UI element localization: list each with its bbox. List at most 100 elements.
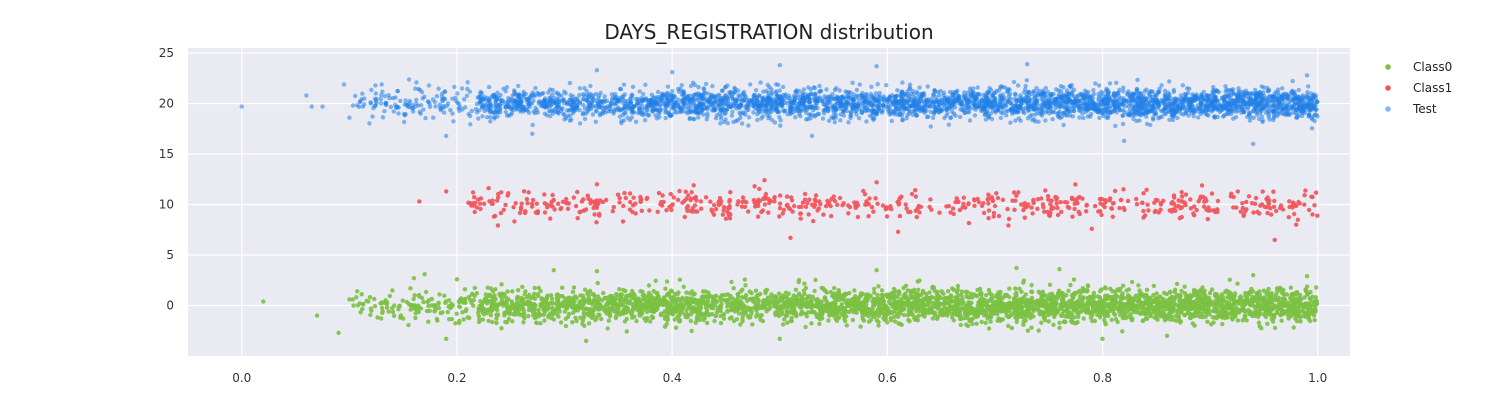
data-point [754, 303, 760, 308]
data-point [824, 302, 830, 308]
data-point [1109, 317, 1114, 322]
data-point [707, 293, 713, 298]
data-point [1073, 182, 1078, 187]
data-point [910, 312, 916, 318]
data-point [817, 83, 822, 89]
data-point [1166, 313, 1171, 319]
data-point [509, 299, 514, 304]
data-point [1209, 287, 1215, 292]
data-point [974, 321, 979, 326]
data-point [758, 80, 763, 85]
data-point [668, 191, 673, 197]
data-point [1300, 313, 1306, 319]
data-point [1069, 196, 1075, 202]
data-point [446, 304, 451, 309]
data-point [379, 305, 385, 311]
data-point [1310, 307, 1315, 312]
data-point [777, 206, 783, 211]
data-point [564, 196, 569, 202]
data-point [1152, 305, 1158, 310]
data-point [528, 296, 533, 301]
data-point [588, 288, 593, 294]
data-point [967, 118, 973, 123]
data-point [673, 325, 679, 330]
data-point [798, 216, 803, 221]
data-point [790, 209, 795, 214]
data-point [442, 293, 447, 298]
data-point [785, 309, 790, 314]
data-point [1085, 304, 1090, 310]
data-point [907, 319, 912, 324]
data-point [756, 200, 761, 205]
data-point [1265, 289, 1271, 294]
data-point [1276, 295, 1282, 301]
data-point [677, 308, 682, 313]
data-point [740, 199, 745, 205]
data-point [785, 320, 790, 325]
data-point [473, 200, 478, 206]
data-point [1010, 198, 1015, 203]
data-point [624, 293, 629, 299]
data-point [411, 296, 416, 302]
data-point [1235, 318, 1241, 323]
data-point [649, 308, 654, 314]
data-point [460, 310, 465, 315]
data-point [423, 289, 429, 295]
data-point [1265, 210, 1270, 216]
data-point [1264, 196, 1269, 202]
data-point [897, 321, 903, 327]
data-point [814, 297, 820, 303]
data-point [1160, 296, 1166, 301]
data-point [1134, 196, 1139, 202]
data-point [817, 321, 822, 327]
data-point [1049, 204, 1055, 210]
data-point [359, 292, 364, 297]
data-point [504, 295, 509, 300]
data-point [1124, 295, 1130, 301]
data-point [1021, 280, 1026, 285]
data-point [1013, 292, 1018, 297]
data-point [845, 303, 851, 308]
data-point [832, 301, 837, 306]
data-point [753, 288, 759, 293]
data-point [789, 315, 794, 320]
data-point [613, 315, 619, 321]
data-point [1220, 321, 1225, 327]
data-point [548, 216, 553, 221]
data-point [992, 308, 997, 314]
data-point [592, 199, 597, 205]
data-point [1274, 208, 1279, 214]
data-point [1237, 300, 1242, 305]
data-point [948, 210, 953, 215]
data-point [978, 300, 983, 305]
data-point [454, 311, 459, 316]
data-point [562, 309, 568, 314]
data-point [639, 305, 645, 310]
data-point [950, 286, 955, 291]
data-point [835, 305, 840, 310]
data-point [1155, 198, 1160, 203]
data-point [1208, 302, 1213, 307]
data-point [1129, 279, 1135, 285]
data-point [582, 323, 587, 328]
data-point [391, 313, 397, 318]
data-point [1057, 267, 1062, 272]
data-point [706, 312, 712, 317]
data-point [1310, 194, 1315, 200]
data-point [495, 302, 501, 307]
data-point [638, 297, 643, 302]
data-point [849, 297, 855, 302]
data-point [1313, 190, 1319, 195]
data-point [524, 301, 529, 307]
data-point [899, 194, 904, 199]
data-point [593, 298, 599, 303]
data-point [1257, 324, 1262, 329]
data-point [803, 285, 809, 291]
data-point [803, 204, 809, 209]
data-point [683, 189, 688, 194]
data-point [521, 320, 526, 325]
data-point [916, 203, 921, 209]
data-point [575, 216, 580, 221]
data-point [550, 305, 555, 311]
data-point [804, 304, 809, 309]
